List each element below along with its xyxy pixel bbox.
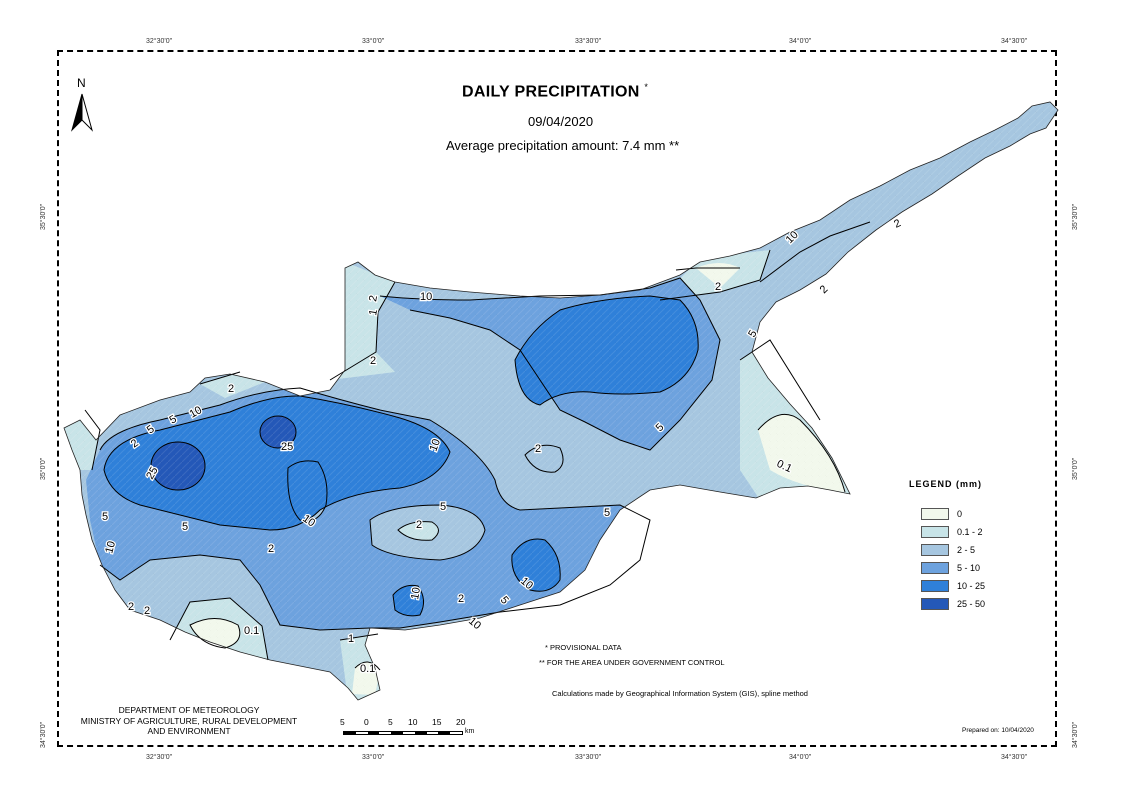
contour-label: 1: [348, 633, 354, 645]
scale-bar-graphic: [343, 731, 463, 735]
contour-label: 2: [416, 519, 422, 531]
map-frame: [57, 50, 1057, 747]
legend-swatch: [921, 508, 949, 520]
north-arrow-icon: [71, 93, 93, 132]
grid-label-top: 33°30'0": [575, 38, 602, 45]
legend-item: 25 - 50: [921, 597, 985, 611]
grid-label-bottom: 34°30'0": [1001, 754, 1028, 761]
ministry-name-cont: AND ENVIRONMENT: [147, 726, 231, 736]
legend-swatch: [921, 544, 949, 556]
contour-label: 10: [420, 291, 432, 303]
contour-label: 10: [409, 586, 423, 600]
scale-label: 5: [340, 717, 345, 727]
scale-bar: 5 0 5 10 15 20 km: [338, 717, 488, 741]
ministry-name: MINISTRY OF AGRICULTURE, RURAL DEVELOPME…: [80, 715, 298, 726]
contour-label: 2: [892, 217, 903, 230]
scale-label: 20: [456, 717, 466, 727]
scale-label: 15: [432, 717, 442, 727]
method-note: Calculations made by Geographical Inform…: [552, 689, 808, 698]
contour-label: 5: [604, 507, 610, 519]
contour-label: 2: [818, 283, 831, 296]
legend-swatch: [921, 580, 949, 592]
contour-label: 25: [281, 441, 293, 453]
contour-label: 2: [715, 281, 721, 293]
contour-label: 5: [440, 501, 446, 513]
map-date: 09/04/2020: [528, 114, 594, 129]
contour-label: 0.1: [360, 663, 375, 675]
grid-label-bottom: 33°0'0": [362, 754, 385, 761]
grid-label-top: 34°30'0": [1001, 38, 1028, 45]
contour-label: 2: [458, 593, 464, 605]
legend-label: 2 - 5: [957, 545, 976, 555]
legend-swatch: [921, 562, 949, 574]
legend-item: 0.1 - 2: [921, 525, 983, 539]
grid-label-bottom: 33°30'0": [575, 754, 602, 761]
contour-label: 10: [103, 540, 118, 555]
average-precipitation: Average precipitation amount: 7.4 mm **: [446, 138, 680, 153]
contour-label: 0.1: [244, 625, 259, 637]
legend-label: 25 - 50: [957, 599, 986, 609]
legend-item: 10 - 25: [921, 579, 985, 593]
department-credit: DEPARTMENT OF METEOROLOGY MINISTRY OF AG…: [66, 705, 312, 737]
scale-label: 10: [408, 717, 418, 727]
contour-label: 2: [367, 294, 380, 302]
contour-label: 2: [128, 601, 134, 613]
contour-label: 2: [228, 383, 234, 395]
contour-label: 2: [268, 543, 274, 555]
title-footnote-mark: *: [644, 82, 649, 92]
contour-label: 1: [367, 308, 380, 316]
contour-label: 2: [535, 443, 541, 455]
scale-label: 5: [388, 717, 393, 727]
legend-title: LEGEND (mm): [909, 479, 983, 489]
contour-label: 5: [102, 511, 108, 523]
map-title: DAILY PRECIPITATION *: [462, 82, 648, 101]
north-label: N: [77, 76, 86, 90]
contour-label: 2: [144, 605, 150, 617]
legend-swatch: [921, 526, 949, 538]
prepared-date: Prepared on: 10/04/2020: [962, 727, 1034, 734]
legend-label: 0.1 - 2: [957, 527, 983, 537]
north-arrow: N: [68, 76, 98, 136]
grid-label-top: 33°0'0": [362, 38, 385, 45]
legend-label: 5 - 10: [957, 563, 981, 573]
contour-label: 2: [370, 355, 376, 367]
map-title-text: DAILY PRECIPITATION: [462, 83, 640, 101]
contour-label: 10: [428, 437, 443, 453]
legend-item: 0: [921, 507, 962, 521]
legend-label: 0: [957, 509, 963, 519]
department-name: DEPARTMENT OF METEOROLOGY: [118, 705, 260, 715]
grid-label-top: 34°0'0": [789, 38, 812, 45]
provisional-note: * PROVISIONAL DATA: [545, 643, 622, 652]
scale-unit: km: [465, 728, 475, 735]
government-note: ** FOR THE AREA UNDER GOVERNMENT CONTROL: [539, 658, 725, 667]
legend-item: 2 - 5: [921, 543, 975, 557]
grid-label-top: 32°30'0": [146, 38, 173, 45]
legend-label: 10 - 25: [957, 581, 986, 591]
scale-label: 0: [364, 717, 369, 727]
grid-label-bottom: 34°0'0": [789, 754, 812, 761]
grid-label-bottom: 32°30'0": [146, 754, 173, 761]
contour-label: 5: [182, 521, 188, 533]
legend-swatch: [921, 598, 949, 610]
scale-numbers: 5 0 5 10 15 20: [338, 717, 478, 727]
legend-item: 5 - 10: [921, 561, 980, 575]
